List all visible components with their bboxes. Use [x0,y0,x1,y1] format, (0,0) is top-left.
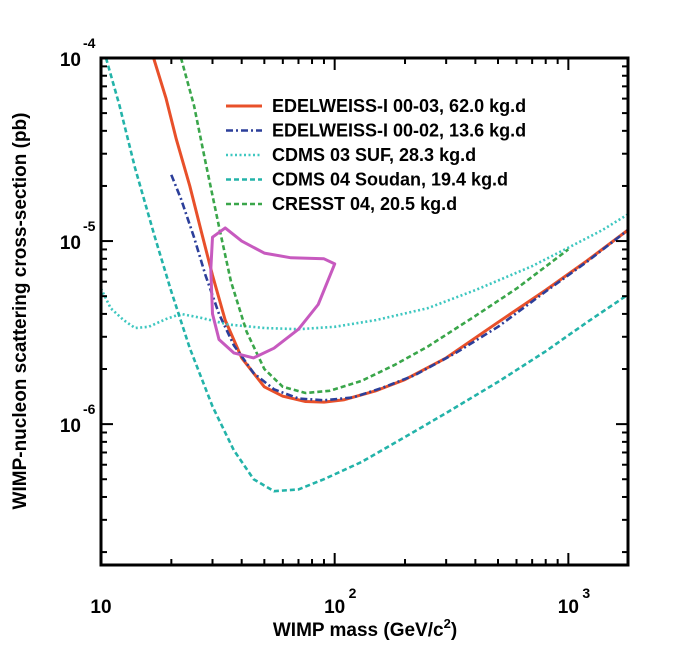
legend-label-2: CDMS 03 SUF, 28.3 kg.d [272,145,476,165]
series-line-5 [209,226,337,360]
legend-label-4: CRESST 04, 20.5 kg.d [272,194,457,214]
series-line-2 [101,213,628,331]
y-tick-exponent: -5 [83,218,96,234]
legend-label-0: EDELWEISS-I 00-03, 62.0 kg.d [272,96,526,116]
series-line-4 [179,58,570,395]
legend-label-1: EDELWEISS-I 00-02, 13.6 kg.d [272,121,526,141]
series-layer [101,58,628,493]
plot-frame [99,56,630,567]
y-tick-exponent: -6 [83,401,96,417]
x-tick-label: 10 [324,597,345,618]
legend-label-3: CDMS 04 Soudan, 19.4 kg.d [272,170,508,190]
x-tick-exponent: 2 [349,585,357,601]
series-line-1 [170,174,628,402]
x-tick-exponent: 3 [582,585,590,601]
y-tick-label: 10 [60,50,81,71]
x-axis-label: WIMP mass (GeV/c2) [273,616,457,641]
y-tick-label: 10 [60,233,81,254]
x-tick-label: 10 [558,597,579,618]
x-tick-label: 10 [90,597,111,618]
y-axis-label: WIMP-nucleon scattering cross-section (p… [10,113,31,510]
y-tick-exponent: -4 [83,35,96,51]
legend: EDELWEISS-I 00-03, 62.0 kg.d EDELWEISS-I … [226,96,526,214]
series-line-0 [152,58,628,404]
y-tick-label: 10 [60,416,81,437]
series-line-3 [104,58,628,493]
